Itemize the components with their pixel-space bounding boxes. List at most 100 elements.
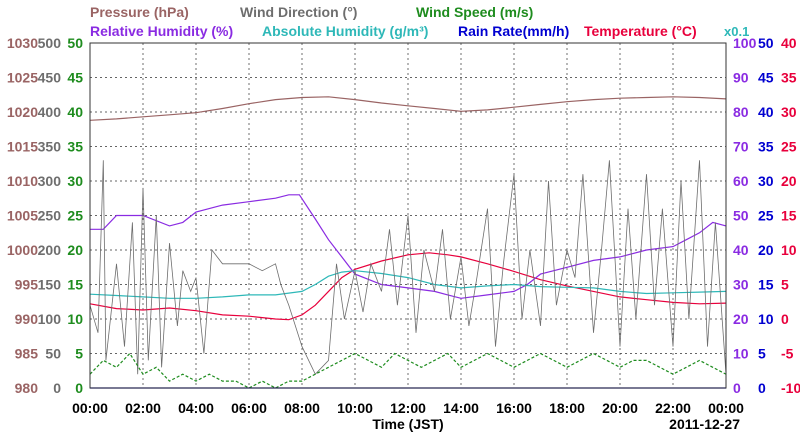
y-tick-relative-humidity: 10 bbox=[733, 346, 749, 362]
y-tick-wind-direction: 0 bbox=[53, 380, 61, 396]
y-tick-relative-humidity: 60 bbox=[733, 173, 749, 189]
y-tick-wind-speed: 0 bbox=[75, 380, 83, 396]
y-tick-wind-speed: 25 bbox=[67, 208, 83, 224]
legend-relative-humidity: Relative Humidity (%) bbox=[90, 23, 233, 39]
y-tick-relative-humidity: 90 bbox=[733, 70, 749, 86]
y-tick-pressure: 995 bbox=[15, 277, 39, 293]
y-tick-pressure: 1015 bbox=[7, 139, 38, 155]
y-tick-temperature: 15 bbox=[781, 208, 797, 224]
y-tick-temperature: 5 bbox=[781, 277, 789, 293]
y-tick-temperature: 35 bbox=[781, 70, 797, 86]
y-tick-rain-rate: 10 bbox=[758, 311, 774, 327]
y-tick-wind-direction: 250 bbox=[38, 208, 62, 224]
y-tick-rain-rate: 30 bbox=[758, 173, 774, 189]
x-tick-label: 02:00 bbox=[125, 400, 161, 416]
x-tick-label: 00:00 bbox=[708, 400, 744, 416]
y-tick-rain-rate: 40 bbox=[758, 104, 774, 120]
x-tick-label: 12:00 bbox=[390, 400, 426, 416]
y-tick-temperature: 0 bbox=[781, 311, 789, 327]
y-tick-relative-humidity: 50 bbox=[733, 208, 749, 224]
y-tick-temperature: -10 bbox=[781, 380, 800, 396]
series-wind-direction bbox=[89, 160, 727, 375]
y-tick-rain-rate: 50 bbox=[758, 35, 774, 51]
y-tick-wind-speed: 5 bbox=[75, 346, 83, 362]
y-tick-pressure: 1010 bbox=[7, 173, 38, 189]
grid bbox=[90, 43, 726, 388]
series-absolute-humidity bbox=[89, 270, 727, 299]
series-relative-humidity bbox=[90, 194, 727, 299]
y-tick-relative-humidity: 0 bbox=[733, 380, 741, 396]
series-temperature bbox=[89, 252, 727, 321]
x-tick-label: 00:00 bbox=[72, 400, 108, 416]
y-tick-pressure: 985 bbox=[15, 346, 39, 362]
y-tick-relative-humidity: 20 bbox=[733, 311, 749, 327]
y-tick-wind-speed: 15 bbox=[67, 277, 83, 293]
y-tick-rain-rate: 45 bbox=[758, 70, 774, 86]
x-tick-label: 08:00 bbox=[284, 400, 320, 416]
y-tick-wind-direction: 100 bbox=[38, 311, 62, 327]
x-tick-label: 18:00 bbox=[549, 400, 585, 416]
y-tick-relative-humidity: 80 bbox=[733, 104, 749, 120]
date-label: 2011-12-27 bbox=[669, 416, 740, 432]
x-axis-label: Time (JST) bbox=[372, 416, 443, 432]
y-tick-temperature: 30 bbox=[781, 104, 797, 120]
x-tick-label: 06:00 bbox=[231, 400, 267, 416]
y-tick-rain-rate: 0 bbox=[758, 380, 766, 396]
y-tick-pressure: 1005 bbox=[7, 208, 38, 224]
y-tick-relative-humidity: 30 bbox=[733, 277, 749, 293]
y-tick-rain-rate: 25 bbox=[758, 208, 774, 224]
legend-wind-direction: Wind Direction (°) bbox=[240, 4, 357, 20]
legend: Pressure (hPa) Wind Direction (°) Wind S… bbox=[90, 4, 749, 39]
y-tick-wind-direction: 150 bbox=[38, 277, 62, 293]
y-tick-relative-humidity: 70 bbox=[733, 139, 749, 155]
y-tick-rain-rate: 15 bbox=[758, 277, 774, 293]
y-tick-temperature: 20 bbox=[781, 173, 797, 189]
x-tick-label: 04:00 bbox=[178, 400, 214, 416]
y-tick-pressure: 1030 bbox=[7, 35, 38, 51]
y-tick-rain-rate: 35 bbox=[758, 139, 774, 155]
y-tick-wind-speed: 40 bbox=[67, 104, 83, 120]
y-tick-temperature: 25 bbox=[781, 139, 797, 155]
y-tick-temperature: 40 bbox=[781, 35, 797, 51]
y-tick-wind-speed: 50 bbox=[67, 35, 83, 51]
y-tick-pressure: 980 bbox=[15, 380, 39, 396]
legend-absolute-humidity: Absolute Humidity (g/m³) bbox=[262, 23, 428, 39]
y-tick-wind-speed: 20 bbox=[67, 242, 83, 258]
rain-multiplier-label: x0.1 bbox=[724, 24, 749, 39]
legend-wind-speed: Wind Speed (m/s) bbox=[416, 4, 533, 20]
legend-temperature: Temperature (°C) bbox=[584, 23, 697, 39]
y-tick-wind-direction: 50 bbox=[45, 346, 61, 362]
legend-pressure: Pressure (hPa) bbox=[90, 4, 189, 20]
y-tick-wind-direction: 300 bbox=[38, 173, 62, 189]
y-tick-rain-rate: 5 bbox=[758, 346, 766, 362]
y-tick-pressure: 1000 bbox=[7, 242, 38, 258]
y-tick-temperature: 10 bbox=[781, 242, 797, 258]
x-tick-label: 20:00 bbox=[602, 400, 638, 416]
series-wind-speed bbox=[89, 352, 727, 389]
y-tick-pressure: 990 bbox=[15, 311, 39, 327]
x-tick-label: 10:00 bbox=[337, 400, 373, 416]
y-tick-wind-speed: 35 bbox=[67, 139, 83, 155]
y-tick-wind-direction: 500 bbox=[38, 35, 62, 51]
legend-rain-rate: Rain Rate(mm/h) bbox=[458, 23, 569, 39]
x-tick-label: 22:00 bbox=[655, 400, 691, 416]
x-tick-label: 16:00 bbox=[496, 400, 532, 416]
y-tick-temperature: -5 bbox=[781, 346, 794, 362]
y-tick-wind-speed: 10 bbox=[67, 311, 83, 327]
y-tick-pressure: 1020 bbox=[7, 104, 38, 120]
y-tick-wind-speed: 45 bbox=[67, 70, 83, 86]
series-pressure bbox=[89, 96, 727, 121]
y-tick-wind-speed: 30 bbox=[67, 173, 83, 189]
y-tick-wind-direction: 400 bbox=[38, 104, 62, 120]
plot-frame bbox=[89, 42, 727, 389]
y-tick-relative-humidity: 40 bbox=[733, 242, 749, 258]
y-tick-wind-direction: 350 bbox=[38, 139, 62, 155]
y-tick-pressure: 1025 bbox=[7, 70, 38, 86]
x-tick-label: 14:00 bbox=[443, 400, 479, 416]
y-tick-relative-humidity: 100 bbox=[733, 35, 757, 51]
y-tick-wind-direction: 200 bbox=[38, 242, 62, 258]
y-tick-rain-rate: 20 bbox=[758, 242, 774, 258]
axis-ticks: 9809859909951000100510101015102010251030… bbox=[7, 35, 800, 416]
y-tick-wind-direction: 450 bbox=[38, 70, 62, 86]
